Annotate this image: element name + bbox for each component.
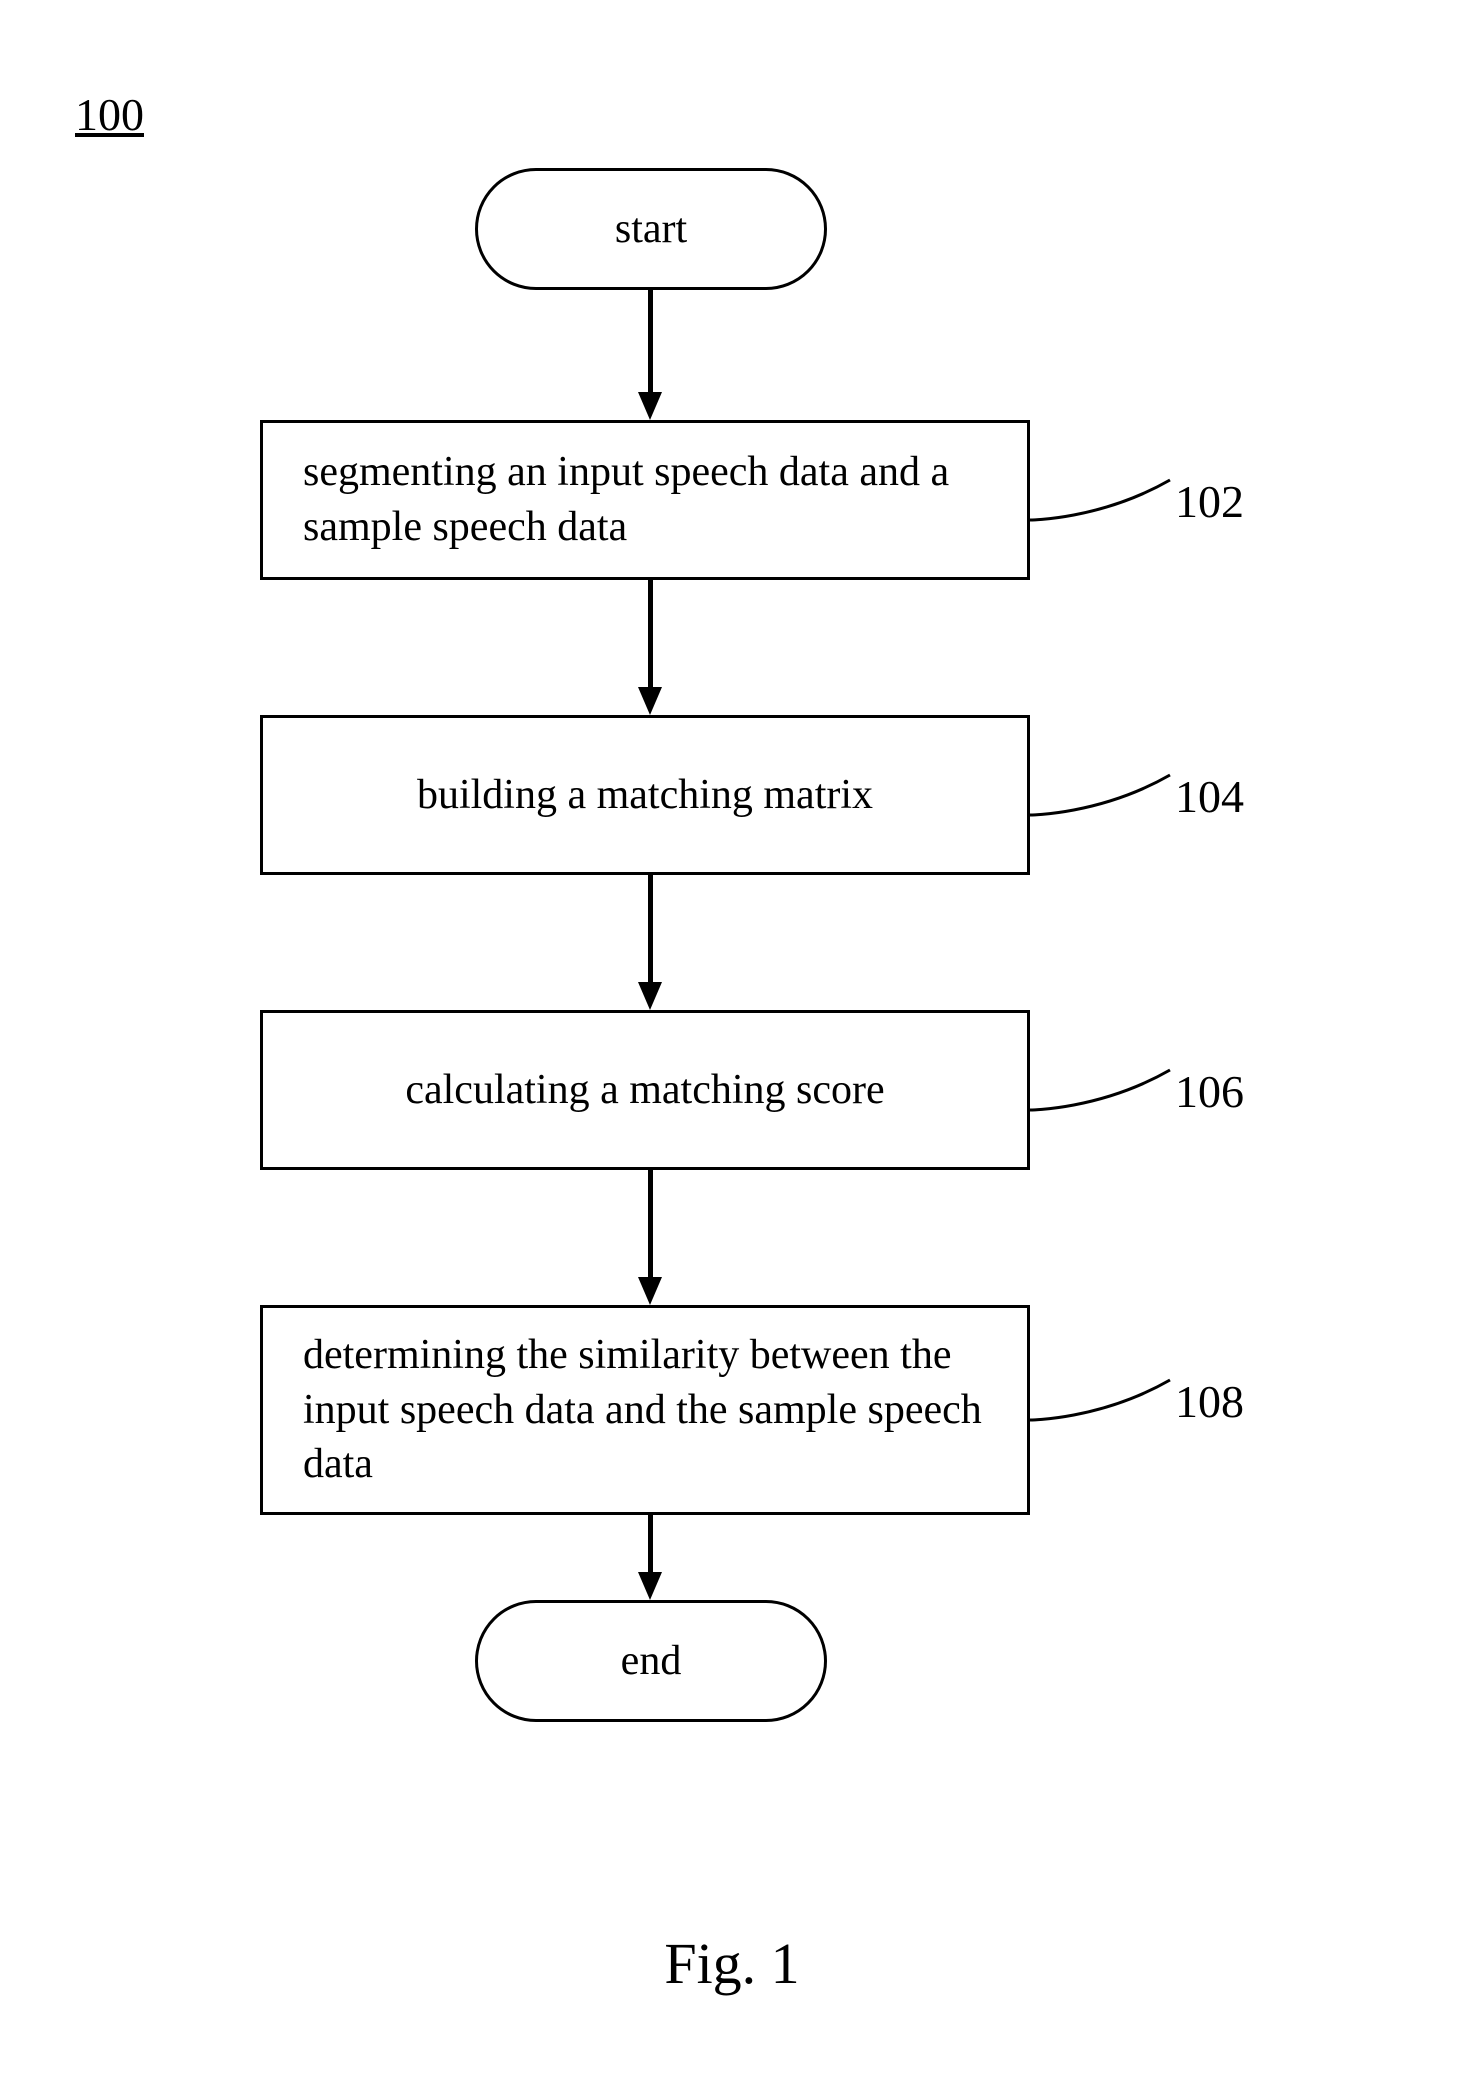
flowchart-canvas: 100 start segmenting an input speech dat… <box>0 0 1464 2086</box>
process-106-text: calculating a matching score <box>405 1063 884 1118</box>
process-106: calculating a matching score <box>260 1010 1030 1170</box>
figure-caption-text: Fig. 1 <box>664 1931 799 1996</box>
process-104-text: building a matching matrix <box>417 768 873 823</box>
terminal-end-text: end <box>621 1637 682 1685</box>
arrow-head-3 <box>638 1277 662 1305</box>
ref-104: 104 <box>1175 770 1244 823</box>
arrow-head-2 <box>638 982 662 1010</box>
connector-2 <box>1030 1070 1170 1114</box>
connector-0 <box>1030 480 1170 524</box>
terminal-start-text: start <box>615 205 687 253</box>
terminal-start: start <box>475 168 827 290</box>
ref-108: 108 <box>1175 1375 1244 1428</box>
arrow-line-3 <box>648 1170 653 1277</box>
arrow-line-4 <box>648 1515 653 1572</box>
arrow-line-1 <box>648 580 653 687</box>
terminal-end: end <box>475 1600 827 1722</box>
arrow-line-2 <box>648 875 653 982</box>
arrow-head-1 <box>638 687 662 715</box>
process-108-text: determining the similarity between the i… <box>303 1328 1007 1492</box>
ref-106: 106 <box>1175 1065 1244 1118</box>
process-102: segmenting an input speech data and a sa… <box>260 420 1030 580</box>
figure-id-text: 100 <box>75 89 144 140</box>
figure-caption: Fig. 1 <box>0 1930 1464 1997</box>
process-104: building a matching matrix <box>260 715 1030 875</box>
arrow-head-0 <box>638 392 662 420</box>
connector-3 <box>1030 1380 1170 1424</box>
arrow-line-0 <box>648 290 653 392</box>
arrow-head-4 <box>638 1572 662 1600</box>
process-102-text: segmenting an input speech data and a sa… <box>303 445 1007 554</box>
connector-1 <box>1030 775 1170 819</box>
figure-id-label: 100 <box>75 88 144 141</box>
ref-102: 102 <box>1175 475 1244 528</box>
process-108: determining the similarity between the i… <box>260 1305 1030 1515</box>
